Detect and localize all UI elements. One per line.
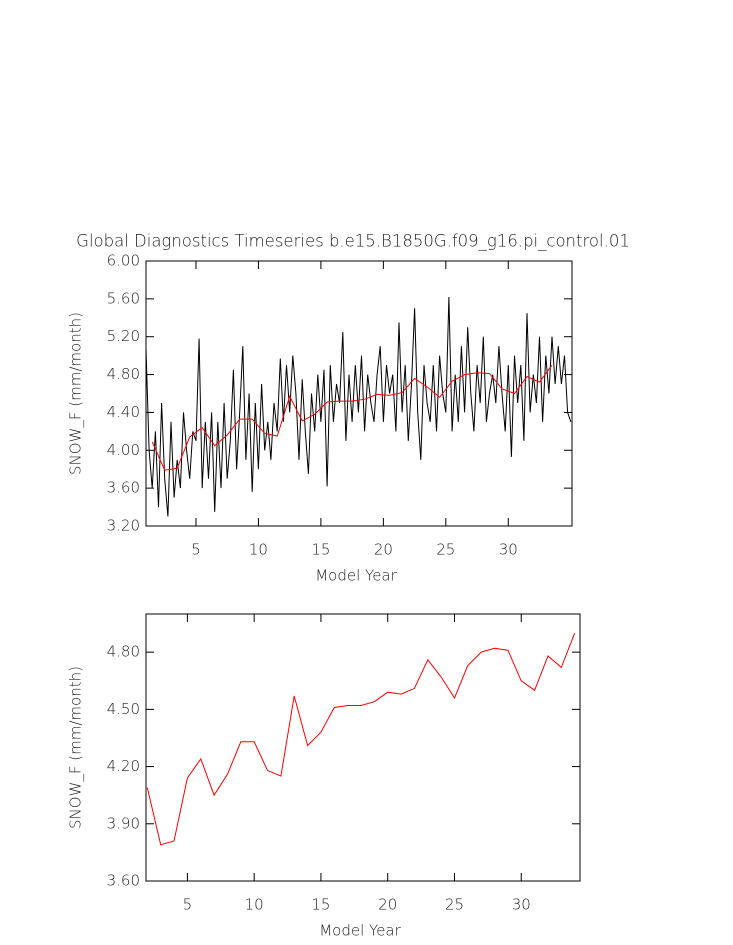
x-axis-label: Model Year	[319, 922, 401, 940]
y-axis-label: SNOW_F (mm/month)	[67, 312, 85, 475]
x-axis-label: Model Year	[315, 567, 397, 585]
data-line	[151, 364, 553, 471]
y-tick-label: 3.60	[107, 479, 140, 497]
y-tick-label: 5.20	[107, 327, 140, 345]
y-tick-label: 4.50	[107, 700, 140, 718]
y-axis-label: SNOW_F (mm/month)	[67, 666, 85, 829]
y-tick-label: 4.80	[107, 365, 140, 383]
y-tick-label: 3.90	[107, 814, 140, 832]
y-tick-label: 4.80	[107, 643, 140, 661]
x-tick-label: 25	[436, 541, 455, 559]
chart-title: Global Diagnostics Timeseries b.e15.B185…	[76, 232, 630, 251]
y-tick-label: 4.40	[107, 403, 140, 421]
y-tick-label: 3.20	[107, 517, 140, 535]
y-tick-label: 4.00	[107, 441, 140, 459]
x-tick-label: 15	[311, 541, 330, 559]
x-tick-label: 5	[183, 896, 193, 914]
x-tick-label: 10	[245, 896, 264, 914]
y-tick-label: 5.60	[107, 289, 140, 307]
x-tick-label: 5	[191, 541, 201, 559]
x-tick-label: 30	[499, 541, 518, 559]
plot-frame	[145, 613, 581, 882]
x-tick-label: 30	[512, 896, 531, 914]
y-tick-label: 4.20	[107, 757, 140, 775]
y-tick-label: 6.00	[107, 252, 140, 270]
data-line	[145, 296, 572, 517]
x-tick-label: 25	[445, 896, 464, 914]
x-tick-label: 20	[378, 896, 397, 914]
data-line	[146, 632, 576, 846]
plot-frame	[145, 260, 573, 527]
x-tick-label: 10	[249, 541, 268, 559]
y-tick-label: 3.60	[107, 872, 140, 890]
x-tick-label: 20	[374, 541, 393, 559]
x-tick-label: 15	[311, 896, 330, 914]
